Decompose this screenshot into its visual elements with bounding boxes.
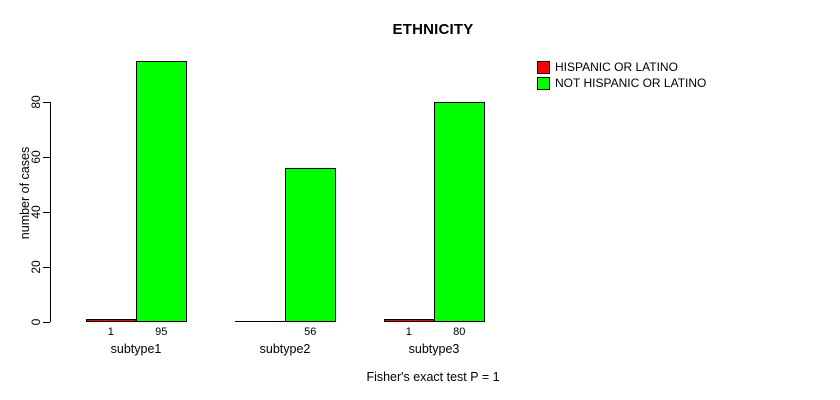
y-tick — [43, 157, 50, 158]
category-label: subtype2 — [259, 342, 311, 356]
y-tick-label: 80 — [29, 95, 43, 109]
y-tick-label: 60 — [29, 150, 43, 164]
y-tick — [43, 267, 50, 268]
y-tick — [43, 212, 50, 213]
bar-value-label: 1 — [107, 326, 114, 338]
subtitle-text: Fisher's exact test P = 1 — [366, 370, 500, 384]
legend-item: HISPANIC OR LATINO — [537, 61, 706, 74]
y-axis-line — [50, 102, 51, 322]
legend-swatch — [537, 61, 550, 74]
chart-title: ETHNICITY — [392, 21, 474, 38]
category-label: subtype3 — [408, 342, 460, 356]
bar — [383, 319, 434, 322]
bar-zero-baseline — [234, 321, 285, 322]
legend-swatch — [537, 77, 550, 90]
y-tick — [43, 322, 50, 323]
legend: HISPANIC OR LATINO NOT HISPANIC OR LATINO — [537, 61, 706, 93]
bar-value-label: 95 — [155, 326, 168, 338]
bar — [136, 61, 187, 322]
y-tick-label: 40 — [29, 205, 43, 219]
legend-item: NOT HISPANIC OR LATINO — [537, 77, 706, 90]
y-tick-label: 20 — [29, 260, 43, 274]
bar-value-label: 80 — [453, 326, 466, 338]
bar-value-label: 56 — [304, 326, 317, 338]
legend-label: HISPANIC OR LATINO — [555, 60, 678, 74]
category-label: subtype1 — [110, 342, 162, 356]
y-tick-label: 0 — [29, 318, 43, 326]
bar-value-label: 1 — [405, 326, 412, 338]
bar — [85, 319, 136, 322]
legend-label: NOT HISPANIC OR LATINO — [555, 76, 707, 90]
bar — [434, 102, 485, 322]
bar — [285, 168, 336, 322]
y-tick — [43, 102, 50, 103]
